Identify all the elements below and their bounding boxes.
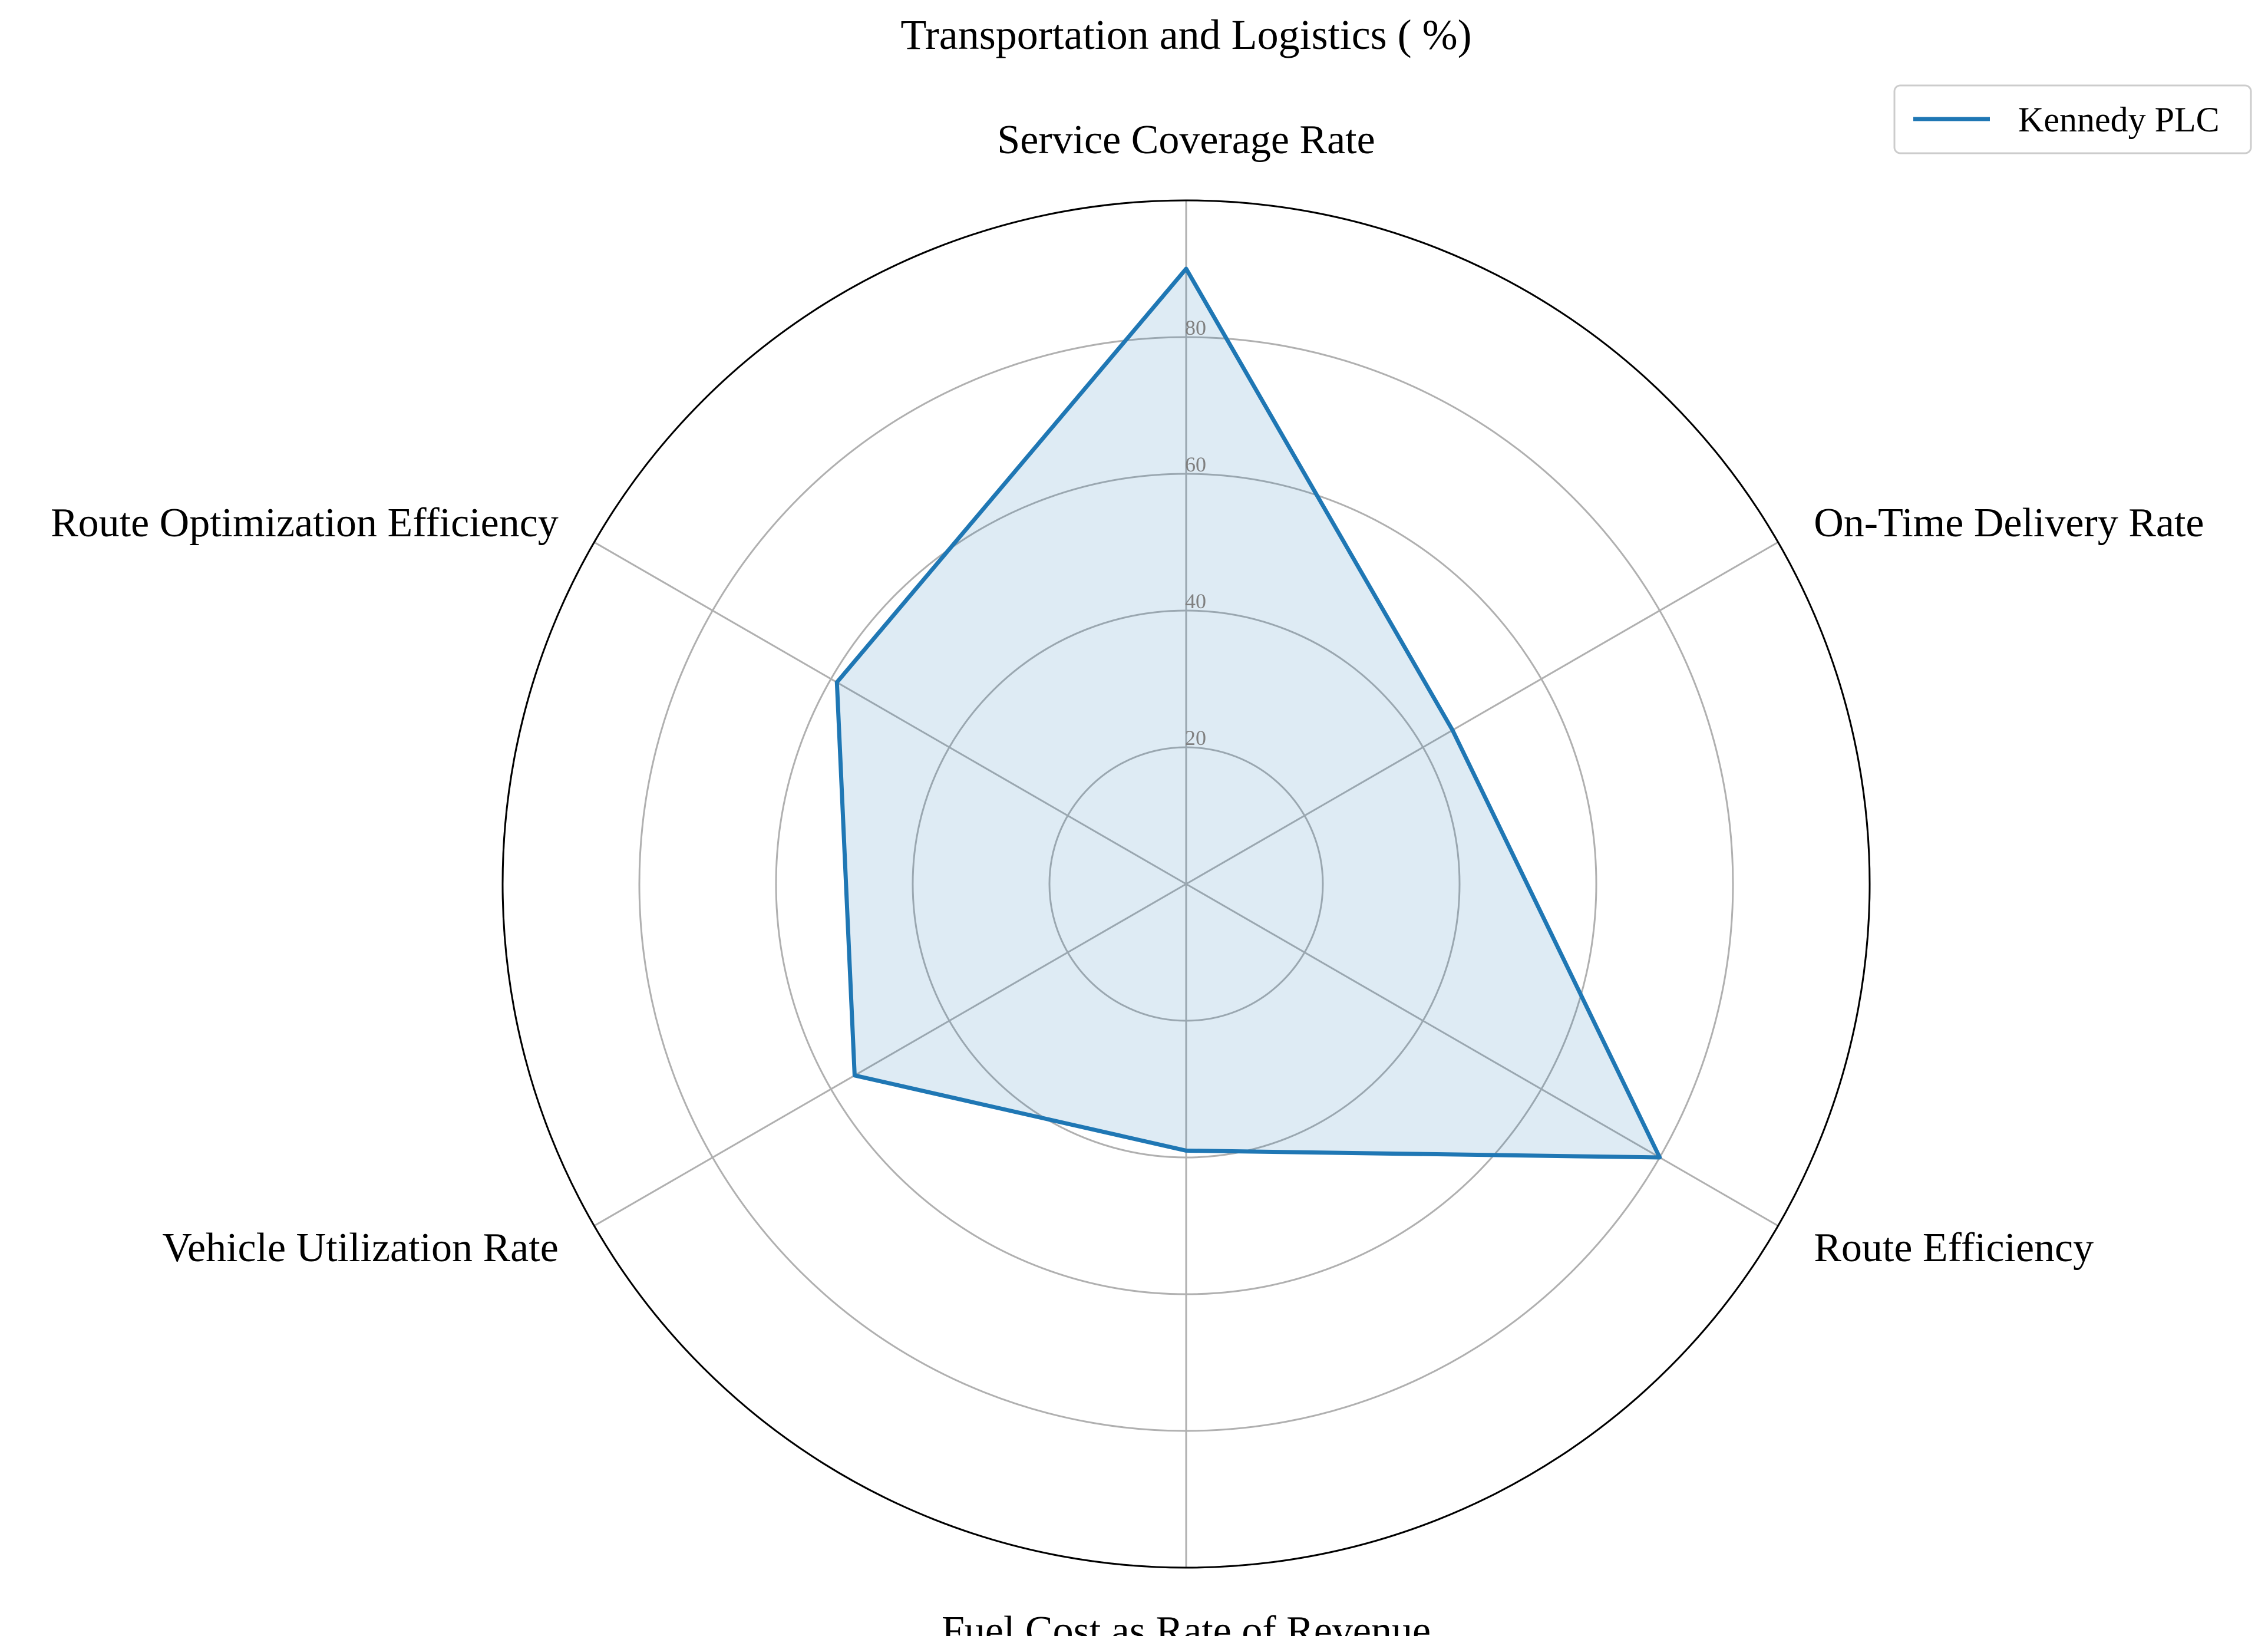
r-tick-label: 40: [1185, 589, 1206, 613]
category-labels: Service Coverage Rate On-Time Delivery Ra…: [51, 117, 2204, 1636]
radar-spokes: [593, 200, 1779, 1568]
category-label-1: On-Time Delivery Rate: [1814, 500, 2204, 546]
category-label-4: Vehicle Utilization Rate: [162, 1225, 559, 1271]
category-label-3: Fuel Cost as Rate of Revenue: [942, 1608, 1431, 1636]
category-label-5: Route Optimization Efficiency: [51, 500, 559, 546]
series-layer: [834, 266, 1662, 1160]
r-tick-label: 60: [1185, 453, 1206, 476]
legend: Kennedy PLC: [1893, 84, 2252, 154]
r-tick-label: 80: [1185, 316, 1206, 339]
outer-ring: [501, 199, 1871, 1569]
spoke-5: [593, 541, 1187, 885]
category-label-0: Service Coverage Rate: [997, 117, 1375, 163]
category-label-2: Route Efficiency: [1814, 1225, 2094, 1271]
legend-label-0: Kennedy PLC: [2018, 100, 2220, 139]
series-area-0: [837, 269, 1660, 1157]
radial-tick-labels: 20 40 60 80: [1185, 316, 1206, 750]
spoke-4: [593, 883, 1187, 1227]
spoke-2: [1186, 883, 1779, 1227]
chart-title: Transportation and Logistics ( %): [900, 11, 1471, 58]
r-tick-label: 20: [1185, 726, 1206, 750]
spoke-1: [1186, 541, 1779, 885]
legend-box: [1893, 84, 2252, 154]
